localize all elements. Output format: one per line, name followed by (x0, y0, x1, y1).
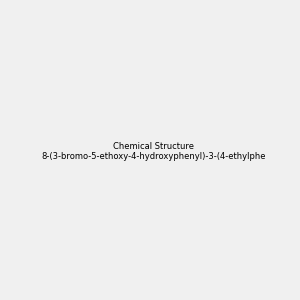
Text: Chemical Structure
8-(3-bromo-5-ethoxy-4-hydroxyphenyl)-3-(4-ethylphe: Chemical Structure 8-(3-bromo-5-ethoxy-4… (41, 142, 266, 161)
